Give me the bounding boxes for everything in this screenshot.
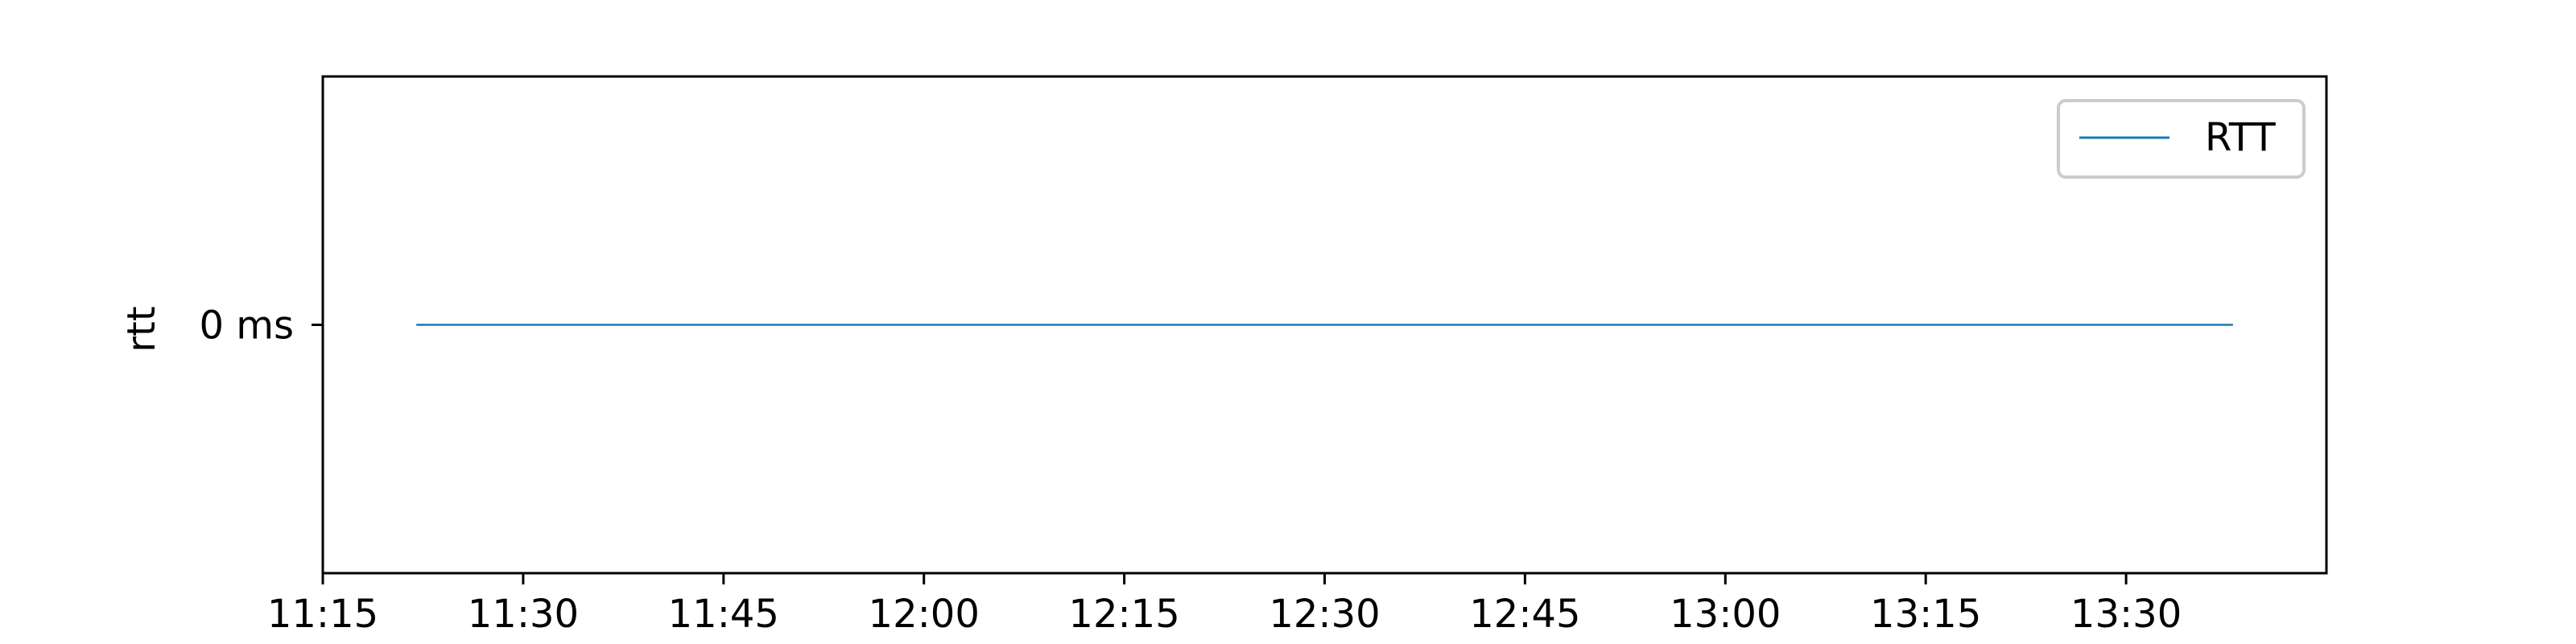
- x-tick-label: 13:00: [1670, 592, 1781, 637]
- legend-box: [2057, 99, 2306, 179]
- y-tick-label: 0 ms: [199, 303, 294, 349]
- x-tick-label: 13:15: [1870, 592, 1981, 637]
- x-tick-label: 13:30: [2070, 592, 2182, 637]
- x-tick-label: 11:30: [468, 592, 579, 637]
- x-tick-label: 12:00: [869, 592, 980, 637]
- legend: RTT: [2057, 99, 2306, 179]
- x-axis: 11:15 11:30 11:45 12:00 12:15 12:30 12:45 13:00…: [267, 573, 2182, 637]
- x-tick-label: 12:45: [1469, 592, 1580, 637]
- x-tick-label: 11:45: [668, 592, 779, 637]
- x-tick-label: 12:15: [1068, 592, 1179, 637]
- y-axis: 0 ms: [199, 303, 323, 349]
- legend-label: RTT: [2205, 115, 2276, 160]
- y-axis-label: rtt: [119, 306, 164, 352]
- x-tick-label: 12:30: [1269, 592, 1380, 637]
- x-tick-label: 11:15: [267, 592, 378, 637]
